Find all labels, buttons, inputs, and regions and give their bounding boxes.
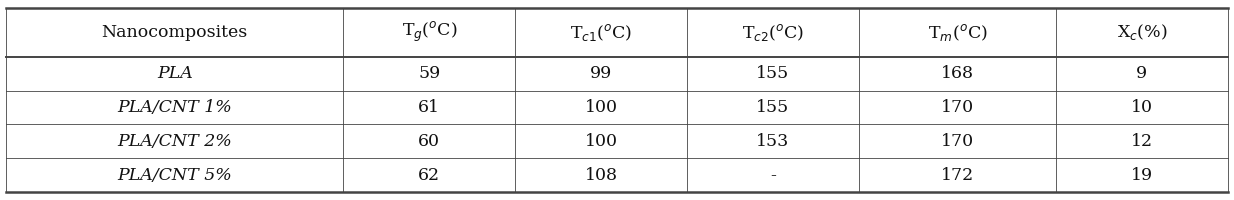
Text: 155: 155 [756, 65, 790, 82]
Text: 62: 62 [418, 167, 441, 184]
Text: 172: 172 [940, 167, 974, 184]
Text: 60: 60 [418, 133, 441, 150]
Text: PLA: PLA [157, 65, 193, 82]
Text: Nanocomposites: Nanocomposites [101, 24, 248, 41]
Text: T$_{c1}$($^o$C): T$_{c1}$($^o$C) [570, 22, 632, 43]
Text: 168: 168 [940, 65, 974, 82]
Text: 153: 153 [756, 133, 790, 150]
Text: 61: 61 [418, 99, 441, 116]
Text: PLA/CNT 1%: PLA/CNT 1% [117, 99, 232, 116]
Text: 99: 99 [590, 65, 612, 82]
Text: 100: 100 [585, 133, 617, 150]
Text: -: - [770, 167, 776, 184]
Text: 10: 10 [1130, 99, 1153, 116]
Text: X$_c$(%): X$_c$(%) [1117, 22, 1167, 42]
Text: 9: 9 [1137, 65, 1148, 82]
Text: T$_m$($^o$C): T$_m$($^o$C) [928, 22, 987, 43]
Text: 100: 100 [585, 99, 617, 116]
Text: 170: 170 [940, 99, 974, 116]
Text: 170: 170 [940, 133, 974, 150]
Text: 155: 155 [756, 99, 790, 116]
Text: 108: 108 [585, 167, 617, 184]
Text: 59: 59 [418, 65, 441, 82]
Text: 12: 12 [1130, 133, 1153, 150]
Text: 19: 19 [1130, 167, 1153, 184]
Text: T$_g$($^o$C): T$_g$($^o$C) [401, 20, 457, 44]
Text: PLA/CNT 5%: PLA/CNT 5% [117, 167, 232, 184]
Text: PLA/CNT 2%: PLA/CNT 2% [117, 133, 232, 150]
Text: T$_{c2}$($^o$C): T$_{c2}$($^o$C) [742, 22, 805, 43]
